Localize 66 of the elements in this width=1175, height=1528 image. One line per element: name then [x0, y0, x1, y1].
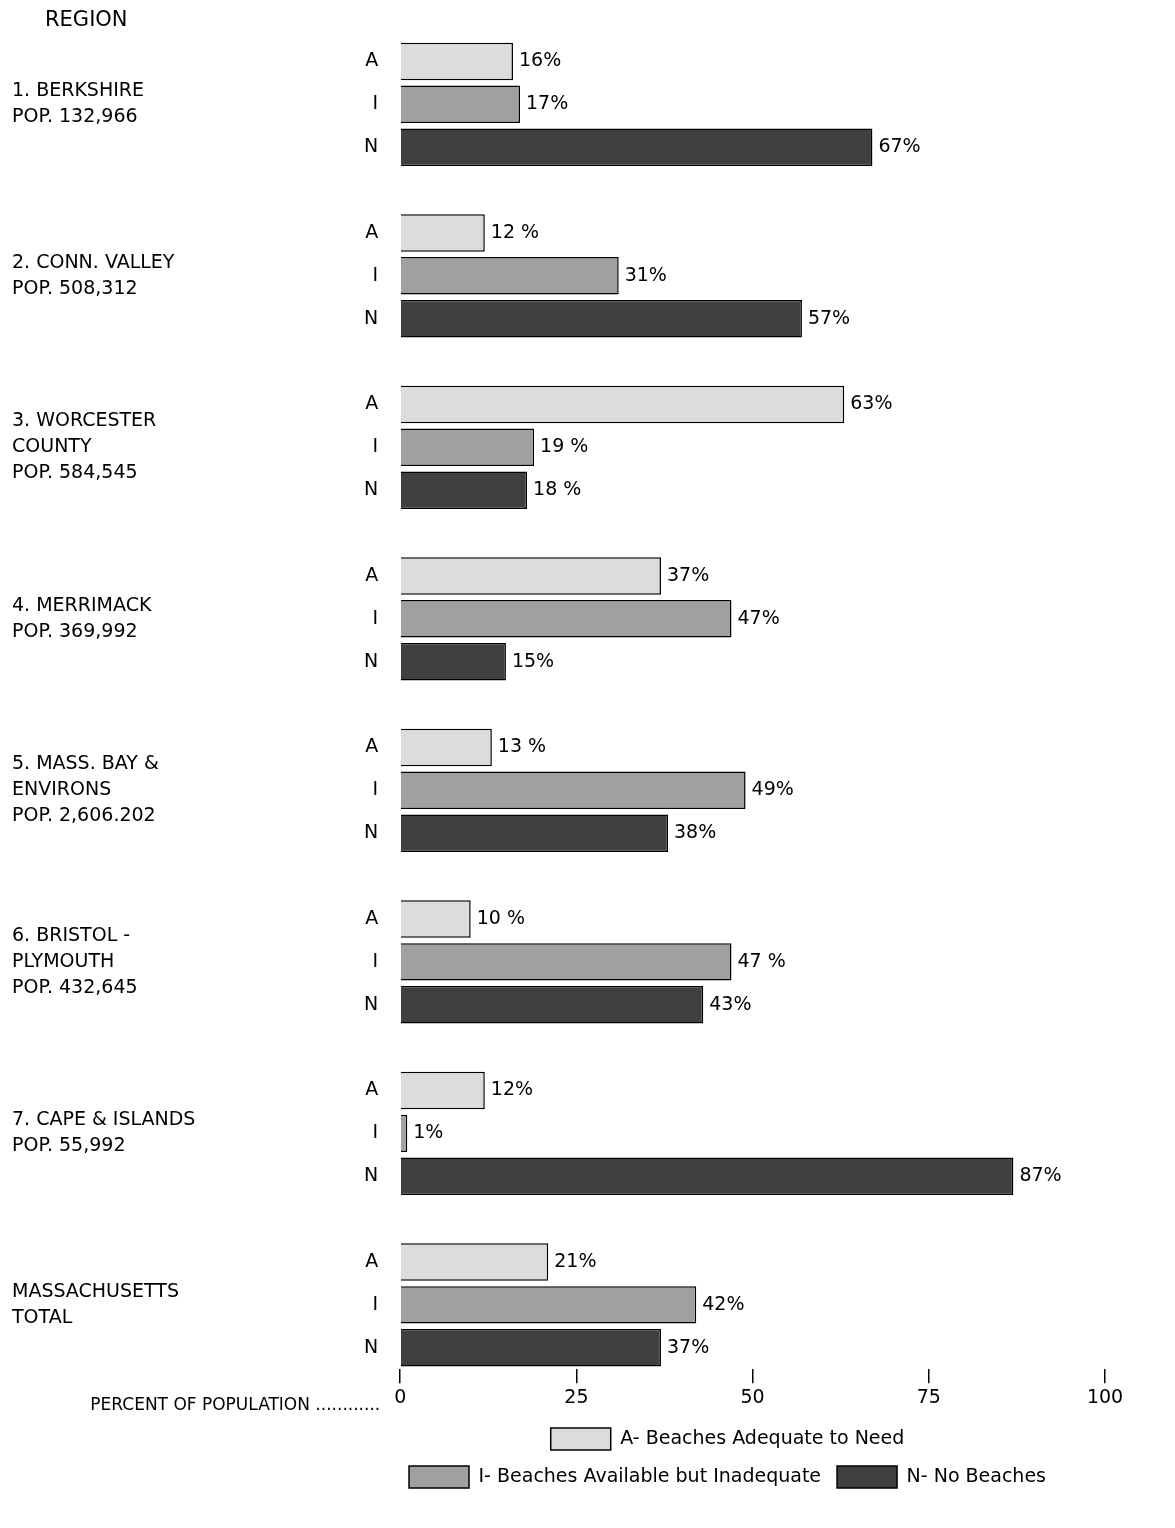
- y-tick-label: N: [363, 477, 379, 500]
- y-tick-label: N: [363, 820, 379, 843]
- data-label: 87%: [1019, 1163, 1062, 1186]
- text: 7. CAPE & ISLANDS POP. 55,992: [12, 1107, 196, 1156]
- data-label: 21%: [554, 1248, 597, 1271]
- legend-label: A- Beaches Adequate to Need: [620, 1425, 905, 1448]
- data-label: 37%: [666, 1334, 710, 1357]
- y-tick-label: I: [372, 91, 379, 114]
- data-label: 12%: [490, 1077, 534, 1100]
- data-label: 13 %: [497, 734, 547, 757]
- y-tick-label: I: [372, 777, 379, 800]
- y-tick-label: N: [363, 1163, 379, 1186]
- data-label: 47 %: [737, 948, 786, 971]
- data-label: 43%: [709, 991, 752, 1014]
- y-tick-label: N: [363, 991, 379, 1014]
- data-label: 42%: [702, 1291, 745, 1314]
- text: 2. CONN. VALLEY POP. 508,312: [12, 249, 175, 298]
- x-tick-label: 25: [564, 1384, 589, 1407]
- legend-label: I- Beaches Available but Inadequate: [478, 1463, 822, 1486]
- data-label: 18 %: [533, 477, 582, 500]
- data-label: 12 %: [490, 219, 540, 242]
- data-label: 16%: [518, 48, 562, 71]
- y-tick-label: I: [372, 948, 379, 971]
- y-tick-label: I: [372, 1291, 379, 1314]
- y-tick-label: I: [372, 1120, 379, 1143]
- text: MASSACHUSETTS TOTAL: [11, 1278, 179, 1327]
- y-tick-label: N: [363, 1334, 379, 1357]
- x-axis-title: PERCENT OF POPULATION ............: [90, 1393, 381, 1414]
- x-tick-label: 75: [916, 1384, 941, 1407]
- data-label: 15%: [511, 648, 555, 671]
- data-label: 37%: [666, 562, 710, 585]
- y-tick-label: A: [365, 1248, 379, 1271]
- y-tick-label: N: [363, 648, 379, 671]
- x-tick-label: 50: [740, 1384, 765, 1407]
- y-tick-label: A: [365, 562, 379, 585]
- text: 5. MASS. BAY & ENVIRONS POP. 2,606.202: [12, 751, 159, 826]
- y-tick-label: A: [365, 905, 379, 928]
- x-tick-label: 100: [1086, 1384, 1124, 1407]
- y-tick-label: A: [365, 734, 379, 757]
- data-label: 57%: [807, 305, 851, 328]
- y-tick-label: I: [372, 605, 379, 628]
- y-tick-label: N: [363, 134, 379, 157]
- text: REGION: [45, 6, 128, 31]
- data-label: 49%: [751, 777, 794, 800]
- text: 4. MERRIMACK POP. 369,992: [12, 592, 152, 641]
- data-label: 67%: [878, 134, 921, 157]
- data-label: 10 %: [476, 905, 525, 928]
- data-label: 31%: [624, 262, 667, 285]
- y-tick-label: I: [372, 262, 379, 285]
- data-label: 1%: [413, 1120, 444, 1143]
- data-label: 47%: [737, 605, 780, 628]
- y-tick-label: A: [365, 48, 379, 71]
- text: 1. BERKSHIRE POP. 132,966: [12, 78, 145, 127]
- data-label: 19 %: [540, 434, 589, 457]
- y-tick-label: N: [363, 305, 379, 328]
- data-label: 17%: [526, 91, 569, 114]
- y-tick-label: A: [365, 219, 379, 242]
- data-label: 63%: [850, 391, 893, 414]
- text: 3. WORCESTER COUNTY POP. 584,545: [12, 408, 157, 483]
- x-tick-label: 0: [394, 1384, 407, 1407]
- y-tick-label: I: [372, 434, 379, 457]
- y-tick-label: A: [365, 391, 379, 414]
- legend-label: N- No Beaches: [906, 1463, 1046, 1486]
- y-tick-label: A: [365, 1077, 379, 1100]
- text: 6. BRISTOL - PLYMOUTH POP. 432,645: [12, 922, 138, 997]
- data-label: 38%: [674, 820, 717, 843]
